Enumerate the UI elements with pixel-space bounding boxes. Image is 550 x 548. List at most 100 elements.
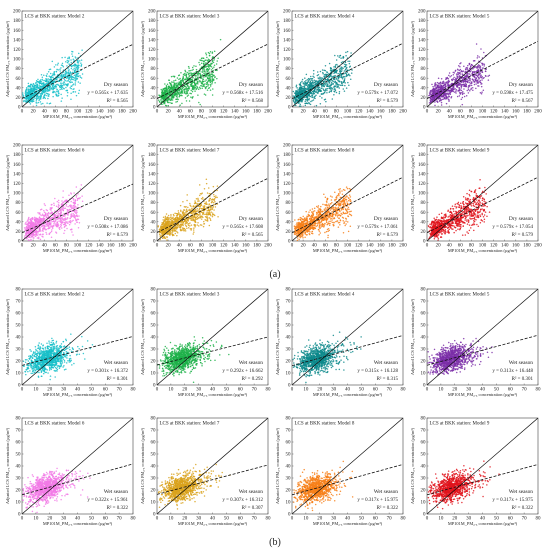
data-point — [478, 81, 481, 83]
data-point — [68, 80, 71, 83]
data-point — [460, 77, 463, 80]
data-point — [471, 72, 474, 74]
chart-title: LCS at BKK station: Model 6 — [25, 149, 85, 154]
data-point — [203, 62, 205, 65]
data-point — [204, 83, 206, 85]
data-point — [199, 214, 201, 216]
data-point — [348, 69, 350, 72]
data-point — [213, 59, 215, 61]
data-point — [334, 54, 336, 57]
data-point — [177, 211, 180, 214]
data-point — [35, 100, 38, 102]
data-point — [295, 98, 297, 101]
data-point — [76, 65, 79, 67]
scatter-points — [157, 178, 219, 241]
data-point — [207, 80, 209, 83]
data-point — [333, 77, 336, 80]
data-point — [348, 60, 351, 62]
x-tick-label: 140 — [96, 244, 104, 249]
data-point — [198, 61, 200, 64]
data-point — [57, 213, 60, 215]
data-point — [76, 59, 78, 62]
data-point — [435, 86, 437, 89]
data-point — [50, 82, 52, 84]
data-point — [39, 96, 42, 99]
y-tick-label: 0 — [18, 240, 21, 245]
data-point — [345, 54, 347, 57]
x-tick-label: 180 — [523, 110, 531, 115]
data-point — [216, 60, 218, 62]
data-point — [168, 81, 171, 84]
data-point — [331, 87, 333, 90]
data-point — [53, 222, 55, 225]
data-point — [349, 74, 351, 77]
data-point — [207, 51, 210, 54]
regression-line — [22, 43, 133, 99]
data-point — [164, 97, 167, 100]
x-tick-label: 20 — [166, 110, 172, 115]
data-point — [24, 92, 27, 94]
data-point — [440, 101, 443, 104]
data-point — [35, 229, 38, 232]
data-point — [177, 89, 180, 91]
x-tick-label: 20 — [31, 110, 37, 115]
data-point — [70, 67, 73, 70]
data-point — [184, 87, 186, 90]
data-point — [161, 222, 163, 224]
data-point — [160, 99, 162, 101]
data-point — [177, 74, 180, 77]
data-point — [30, 229, 32, 232]
x-tick-label: 160 — [107, 110, 115, 115]
data-point — [209, 83, 212, 86]
data-point — [178, 78, 180, 81]
data-point — [298, 105, 301, 107]
data-point — [66, 91, 69, 94]
data-point — [57, 84, 60, 86]
data-point — [32, 82, 35, 85]
data-point — [65, 200, 67, 202]
data-point — [191, 90, 194, 93]
data-point — [475, 43, 478, 45]
data-point — [311, 90, 314, 93]
data-point — [333, 93, 335, 96]
data-point — [34, 221, 37, 223]
data-point — [60, 93, 62, 96]
data-point — [328, 62, 331, 65]
data-point — [39, 82, 41, 84]
data-point — [39, 212, 41, 214]
data-point — [32, 98, 34, 100]
data-point — [165, 85, 168, 87]
data-point — [208, 224, 211, 227]
x-tick-label: 180 — [253, 110, 261, 115]
data-point — [206, 218, 209, 221]
y-tick-label: 160 — [13, 163, 21, 168]
data-point — [189, 227, 192, 230]
data-point — [26, 98, 29, 100]
data-point — [184, 230, 187, 232]
data-point — [442, 90, 445, 92]
data-point — [75, 68, 77, 70]
data-point — [315, 94, 317, 97]
data-point — [337, 72, 339, 75]
y-tick-label: 60 — [16, 211, 22, 216]
data-point — [306, 95, 308, 98]
data-point — [25, 221, 27, 224]
data-point — [319, 70, 322, 73]
data-point — [317, 92, 319, 95]
data-point — [209, 65, 211, 68]
data-point — [39, 221, 41, 224]
data-point — [41, 225, 43, 228]
data-point — [70, 204, 72, 207]
data-point — [39, 97, 42, 100]
x-tick-label: 120 — [355, 110, 363, 115]
data-point — [180, 82, 182, 84]
data-point — [81, 49, 83, 51]
data-point — [346, 71, 348, 74]
data-point — [457, 65, 460, 67]
data-point — [75, 66, 78, 69]
data-point — [187, 85, 189, 88]
data-point — [57, 206, 60, 209]
data-point — [299, 83, 302, 85]
data-point — [36, 237, 39, 239]
data-point — [201, 71, 203, 73]
